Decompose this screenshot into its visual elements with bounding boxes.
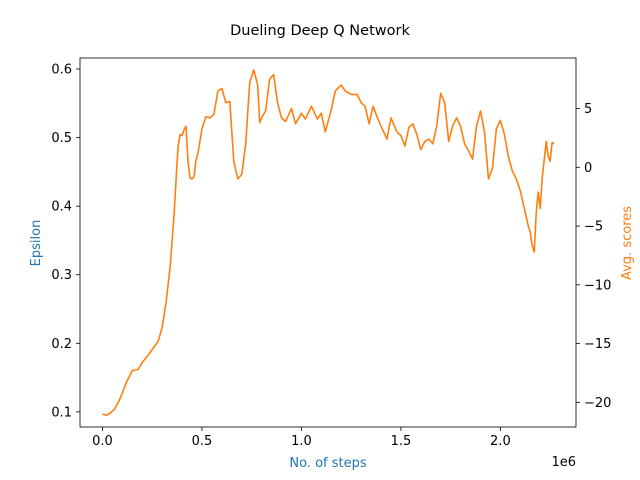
x-tick-label: 0.5 <box>192 434 213 449</box>
right-axis-label: Avg. scores <box>620 206 635 280</box>
x-tick-label: 1.5 <box>391 434 412 449</box>
chart-title: Dueling Deep Q Network <box>230 23 410 39</box>
x-axis: 0.0 0.5 1.0 1.5 2.0 <box>92 427 511 449</box>
left-tick-label: 0.3 <box>51 268 72 283</box>
right-axis: −20 −15 −10 −5 0 5 <box>576 102 611 411</box>
x-tick-label: 2.0 <box>490 434 511 449</box>
right-tick-label: −15 <box>584 337 611 352</box>
right-tick-label: −5 <box>584 220 603 235</box>
avg-scores-line <box>102 69 555 417</box>
right-tick-label: −20 <box>584 396 611 411</box>
x-tick-label: 0.0 <box>92 434 113 449</box>
left-tick-label: 0.4 <box>51 200 72 215</box>
left-axis-label: Epsilon <box>29 220 44 267</box>
left-axis: 0.1 0.2 0.3 0.4 0.5 0.6 <box>51 62 80 420</box>
x-axis-label: No. of steps <box>289 456 366 471</box>
left-tick-label: 0.6 <box>51 62 72 77</box>
x-tick-label: 1.0 <box>291 434 312 449</box>
left-tick-label: 0.2 <box>51 337 72 352</box>
x-axis-offset-text: 1e6 <box>551 455 576 470</box>
right-tick-label: 5 <box>584 102 592 117</box>
right-tick-label: −10 <box>584 278 611 293</box>
left-tick-label: 0.5 <box>51 131 72 146</box>
series-layer <box>102 69 555 417</box>
left-tick-label: 0.1 <box>51 405 72 420</box>
plot-frame <box>79 57 577 428</box>
right-tick-label: 0 <box>584 161 592 176</box>
